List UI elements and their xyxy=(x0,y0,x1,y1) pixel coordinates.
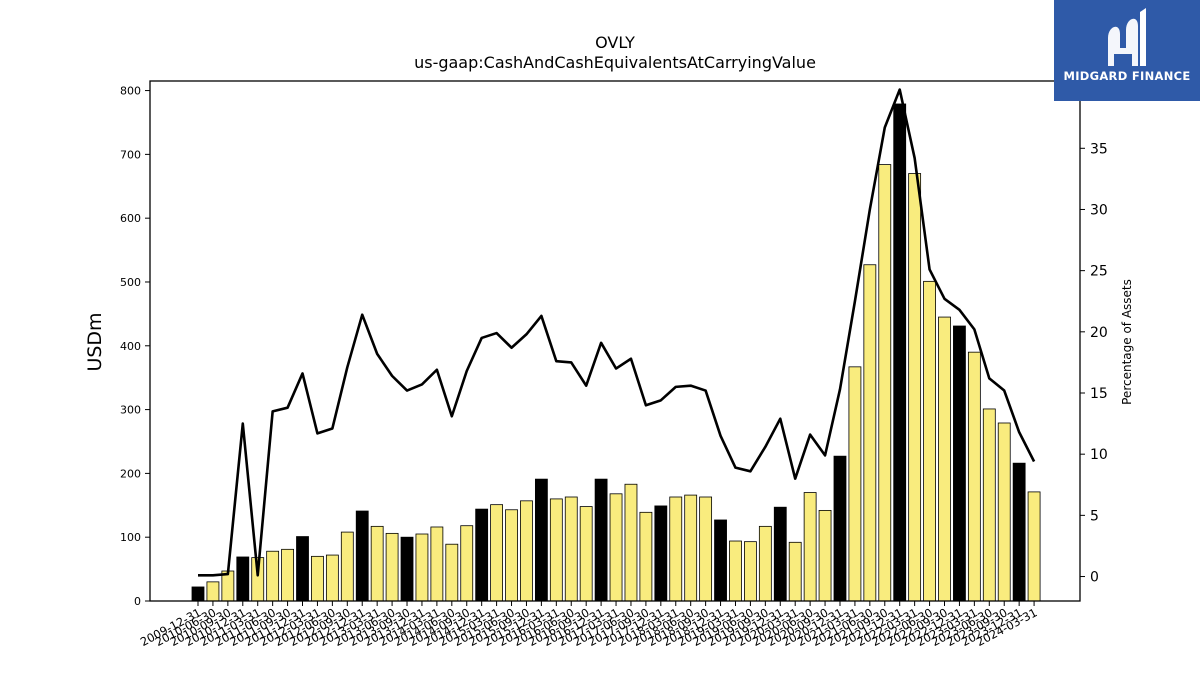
y-tick-label: 600 xyxy=(120,212,141,225)
bar-2014-06-30 xyxy=(445,543,459,602)
bar-2018-12-31 xyxy=(714,519,727,602)
bar-2011-06-30 xyxy=(266,550,280,602)
bar-2017-12-31 xyxy=(654,505,668,602)
bar-2023-06-30 xyxy=(982,408,996,602)
bar-2012-12-31 xyxy=(355,510,369,602)
y2-tick-label: 15 xyxy=(1090,386,1108,402)
y-tick-label: 200 xyxy=(120,467,141,480)
y2-tick-label: 30 xyxy=(1090,202,1108,218)
bar-2021-12-31 xyxy=(893,103,907,602)
bar-2016-03-31 xyxy=(549,498,563,602)
bar-2012-03-31 xyxy=(311,555,324,602)
bar-2016-06-30 xyxy=(564,496,578,602)
bar-2009-12-31 xyxy=(191,586,205,602)
brand-logo: MIDGARD FINANCE xyxy=(1054,0,1200,101)
bar-2015-06-30 xyxy=(505,509,518,602)
bar-2019-09-30 xyxy=(758,525,772,602)
bar-2023-03-31 xyxy=(967,351,981,602)
bar-2010-06-30 xyxy=(206,581,220,602)
bar-2010-12-31 xyxy=(236,556,250,602)
brand-name: MIDGARD FINANCE xyxy=(1063,69,1191,83)
y2-tick-label: 0 xyxy=(1090,570,1099,586)
bar-2011-09-30 xyxy=(281,548,294,602)
bar-2014-03-31 xyxy=(430,526,444,602)
y2-tick-label: 5 xyxy=(1090,508,1099,524)
chart-title: OVLY xyxy=(595,33,635,52)
bar-2018-09-30 xyxy=(699,496,713,602)
y-tick-label: 100 xyxy=(120,531,141,544)
y-tick-label: 700 xyxy=(120,148,141,161)
bar-2023-09-30 xyxy=(997,422,1011,602)
y-tick-label: 800 xyxy=(120,85,141,98)
bar-2021-06-30 xyxy=(863,264,877,602)
bar-group xyxy=(191,103,1041,602)
y2-tick-label: 20 xyxy=(1090,325,1108,341)
y2-tick-label: 10 xyxy=(1090,447,1108,463)
plot-frame xyxy=(149,80,1081,602)
y-axis-label: USDm xyxy=(84,312,106,371)
bar-2012-06-30 xyxy=(325,554,339,602)
bar-2019-12-31 xyxy=(773,506,787,602)
bar-2013-06-30 xyxy=(385,532,399,602)
bar-2022-06-30 xyxy=(923,280,936,602)
bar-2017-06-30 xyxy=(624,483,638,602)
bar-2018-03-31 xyxy=(669,496,683,602)
bar-2020-06-30 xyxy=(803,492,817,602)
pct-assets-line xyxy=(198,88,1036,577)
bar-2013-12-31 xyxy=(415,533,429,602)
bar-2019-03-31 xyxy=(729,540,742,602)
bar-2020-12-31 xyxy=(833,455,847,602)
bar-2020-09-30 xyxy=(818,509,832,602)
bar-2016-12-31 xyxy=(594,478,608,602)
y2-axis-label: Percentage of Assets xyxy=(1120,279,1134,405)
bar-2021-09-30 xyxy=(878,164,892,602)
midgard-logo-icon xyxy=(1108,8,1146,66)
bar-2023-12-31 xyxy=(1012,462,1026,602)
bar-2016-09-30 xyxy=(579,506,593,602)
bar-2017-09-30 xyxy=(639,511,653,602)
y-tick-label: 500 xyxy=(120,276,141,289)
bar-2014-09-30 xyxy=(460,525,474,602)
bar-2015-12-31 xyxy=(534,478,548,602)
bar-2014-12-31 xyxy=(475,508,489,602)
bar-2024-03-31 xyxy=(1027,491,1041,602)
bar-2022-12-31 xyxy=(953,325,966,602)
bar-2022-09-30 xyxy=(938,316,951,602)
bar-2022-03-31 xyxy=(908,173,922,602)
bar-2015-03-31 xyxy=(490,504,504,602)
bar-2017-03-31 xyxy=(609,493,623,602)
bar-2015-09-30 xyxy=(520,500,533,602)
y2-tick-label: 35 xyxy=(1090,141,1108,157)
y-tick-label: 0 xyxy=(134,595,141,608)
y2-tick-label: 25 xyxy=(1090,264,1108,280)
bar-2012-09-30 xyxy=(340,531,354,602)
bar-2018-06-30 xyxy=(684,494,698,602)
y-tick-label: 400 xyxy=(120,340,141,353)
y-tick-label: 300 xyxy=(120,404,141,417)
bar-2013-03-31 xyxy=(370,525,384,602)
chart-subtitle: us-gaap:CashAndCashEquivalentsAtCarrying… xyxy=(414,53,816,72)
bar-2011-12-31 xyxy=(296,536,309,602)
bar-2013-09-30 xyxy=(400,536,414,602)
bar-2021-03-31 xyxy=(848,366,862,602)
bar-2019-06-30 xyxy=(744,541,757,602)
bar-2020-03-31 xyxy=(788,541,802,602)
line-group xyxy=(198,88,1036,577)
